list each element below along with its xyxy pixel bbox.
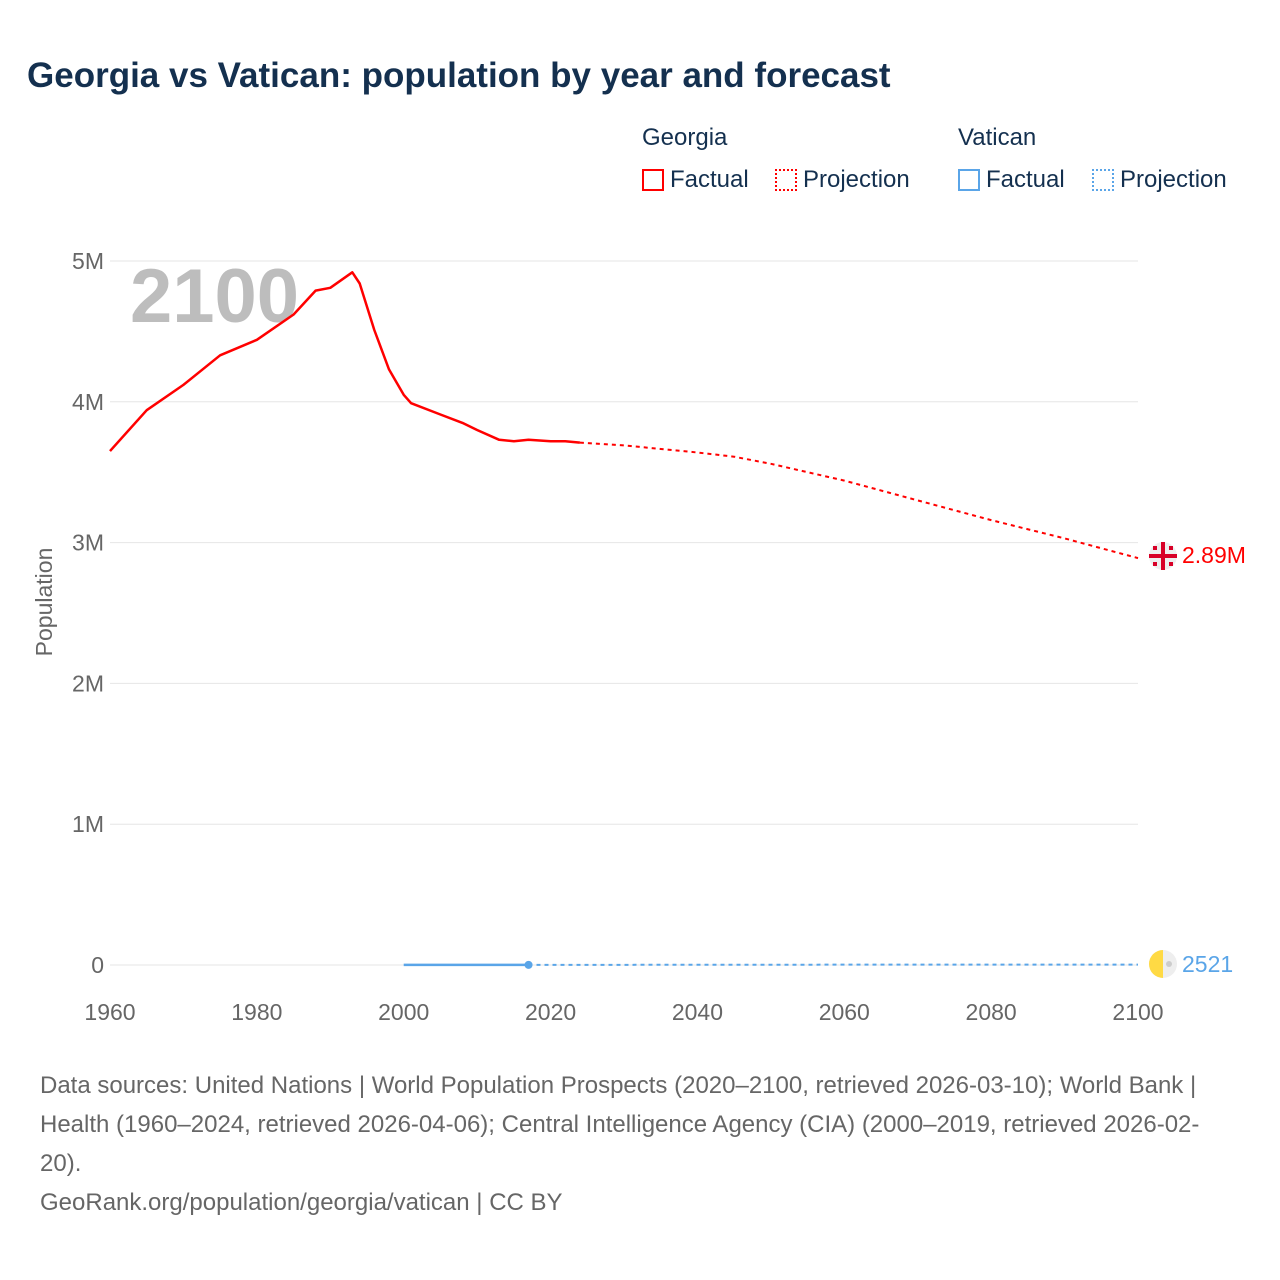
y-tick-label: 0 (91, 952, 104, 978)
georgia-projection-line (579, 441, 1139, 560)
legend-swatch (958, 169, 980, 191)
y-tick-label: 5M (72, 248, 104, 274)
vatican-last-factual-point (524, 960, 533, 969)
x-tick-label: 1960 (84, 999, 135, 1025)
legend-label: Projection (803, 166, 910, 193)
legend-swatch (1092, 169, 1114, 191)
vatican-end-label: 2521 (1182, 951, 1233, 977)
y-tick-label: 2M (72, 670, 104, 696)
x-tick-label: 2000 (378, 999, 429, 1025)
legend-label: Factual (670, 166, 749, 193)
x-tick-label: 2040 (672, 999, 723, 1025)
x-tick-label: 2020 (525, 999, 576, 1025)
data-sources: Data sources: United Nations | World Pop… (40, 1072, 1200, 1177)
plot-area: 2100 0 1M 2M 3M 4M 5M 1960 1980 2000 2020 2040 2060… (31, 248, 1246, 1025)
legend-label: Factual (986, 166, 1065, 193)
legend-vatican-factual[interactable]: Factual (958, 166, 1065, 194)
x-tick-label: 2060 (819, 999, 870, 1025)
georgia-flag-icon (1149, 542, 1177, 570)
legend-georgia-label: Georgia (642, 124, 728, 151)
legend-swatch (642, 169, 664, 191)
y-tick-label: 1M (72, 811, 104, 837)
legend-georgia-projection[interactable]: Projection (775, 166, 910, 194)
x-tick-label: 1980 (231, 999, 282, 1025)
credit-link[interactable]: GeoRank.org/population/georgia/vatican |… (40, 1189, 563, 1216)
legend-vatican-projection[interactable]: Projection (1092, 166, 1227, 194)
georgia-factual-line (109, 271, 581, 452)
y-axis-label: Population (31, 548, 57, 657)
legend-georgia-factual[interactable]: Factual (642, 166, 749, 194)
legend-label: Projection (1120, 166, 1227, 193)
y-tick-label: 3M (72, 530, 104, 556)
x-tick-label: 2100 (1112, 999, 1163, 1025)
georgia-end-label: 2.89M (1182, 542, 1246, 568)
footer: Data sources: United Nations | World Pop… (40, 1066, 1230, 1222)
x-tick-label: 2080 (966, 999, 1017, 1025)
year-watermark: 2100 (130, 254, 299, 339)
y-tick-label: 4M (72, 389, 104, 415)
legend-swatch (775, 169, 797, 191)
vatican-flag-icon (1149, 950, 1177, 978)
legend-vatican-label: Vatican (958, 124, 1037, 151)
chart-title: Georgia vs Vatican: population by year a… (27, 56, 891, 95)
